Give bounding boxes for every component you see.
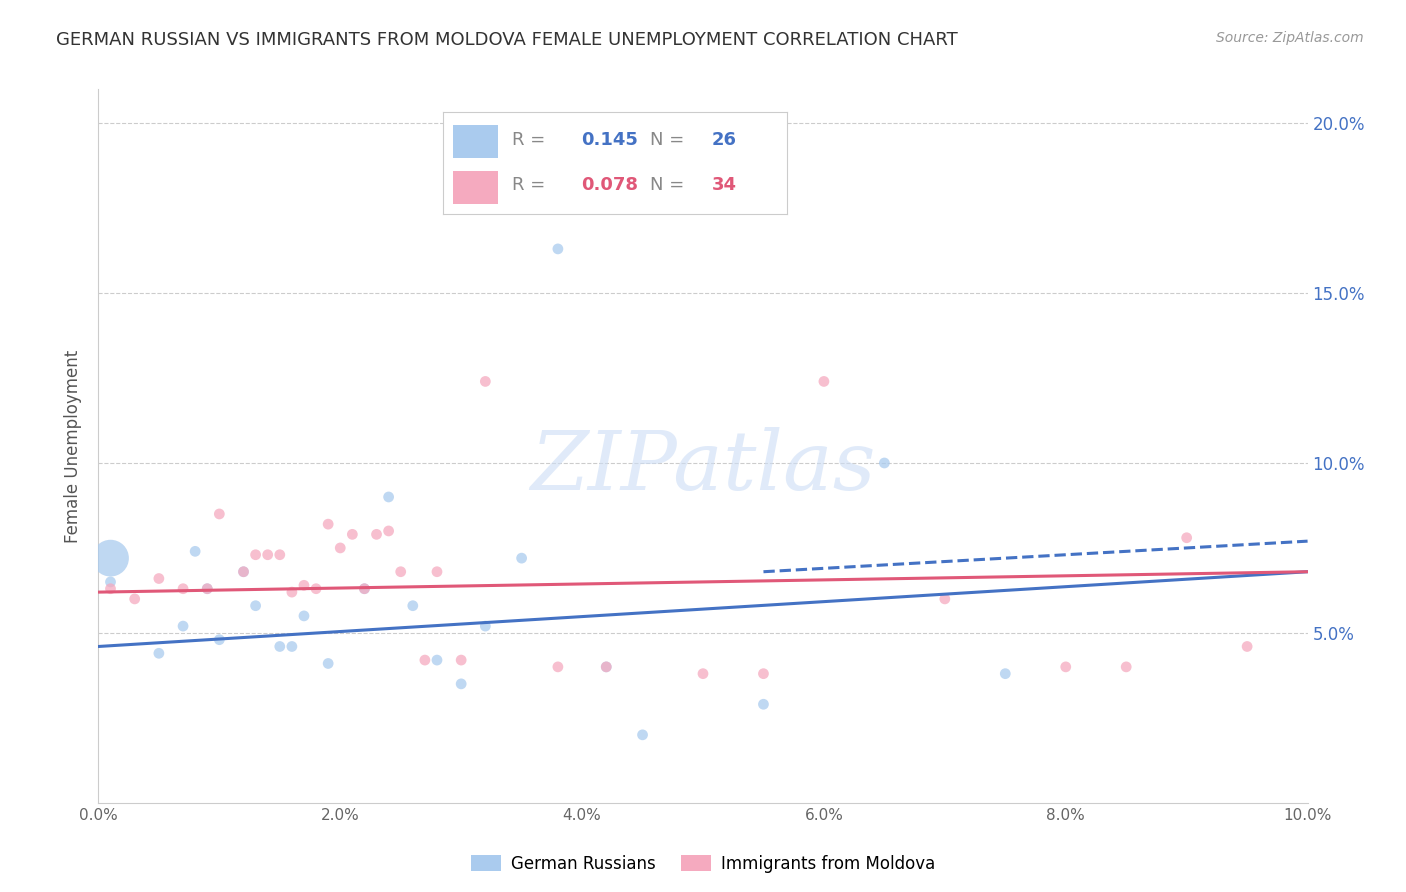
Point	[474, 375, 496, 389]
Text: R =: R =	[512, 177, 551, 194]
Point	[232, 565, 254, 579]
Point	[474, 619, 496, 633]
Text: 34: 34	[711, 177, 737, 194]
Point	[547, 660, 569, 674]
Point	[305, 582, 328, 596]
Point	[450, 677, 472, 691]
Point	[366, 527, 388, 541]
Text: ZIPatlas: ZIPatlas	[530, 427, 876, 508]
Point	[873, 456, 896, 470]
Point	[631, 728, 654, 742]
Point	[292, 578, 315, 592]
Point	[389, 565, 412, 579]
Point	[124, 591, 146, 606]
Point	[184, 544, 207, 558]
Legend: German Russians, Immigrants from Moldova: German Russians, Immigrants from Moldova	[464, 848, 942, 880]
Text: N =: N =	[650, 131, 689, 149]
Point	[172, 582, 194, 596]
Point	[148, 646, 170, 660]
Point	[353, 582, 375, 596]
Point	[281, 585, 304, 599]
Point	[172, 619, 194, 633]
Point	[994, 666, 1017, 681]
Text: N =: N =	[650, 177, 689, 194]
Point	[100, 551, 122, 566]
Point	[148, 572, 170, 586]
Point	[450, 653, 472, 667]
Point	[269, 640, 291, 654]
Point	[256, 548, 278, 562]
Point	[426, 565, 449, 579]
Text: 0.078: 0.078	[581, 177, 638, 194]
Point	[692, 666, 714, 681]
Text: 0.145: 0.145	[581, 131, 637, 149]
Bar	[453, 125, 498, 158]
Point	[1115, 660, 1137, 674]
Y-axis label: Female Unemployment: Female Unemployment	[65, 350, 83, 542]
Point	[195, 582, 218, 596]
Point	[1054, 660, 1077, 674]
Point	[208, 507, 231, 521]
Point	[232, 565, 254, 579]
Point	[353, 582, 375, 596]
Point	[377, 490, 399, 504]
Point	[377, 524, 399, 538]
Point	[329, 541, 352, 555]
Point	[342, 527, 364, 541]
Point	[752, 666, 775, 681]
Point	[292, 608, 315, 623]
Bar	[453, 171, 498, 204]
Point	[413, 653, 436, 667]
Point	[813, 375, 835, 389]
Text: Source: ZipAtlas.com: Source: ZipAtlas.com	[1216, 31, 1364, 45]
Point	[281, 640, 304, 654]
Point	[595, 660, 617, 674]
Point	[547, 242, 569, 256]
Point	[426, 653, 449, 667]
Point	[269, 548, 291, 562]
Point	[100, 574, 122, 589]
Point	[208, 632, 231, 647]
Point	[510, 551, 533, 566]
Point	[245, 599, 267, 613]
Point	[245, 548, 267, 562]
Point	[100, 582, 122, 596]
Point	[316, 657, 339, 671]
Point	[316, 517, 339, 532]
Text: R =: R =	[512, 131, 551, 149]
Point	[1175, 531, 1198, 545]
Text: 26: 26	[711, 131, 737, 149]
Point	[195, 582, 218, 596]
Point	[752, 698, 775, 712]
Point	[934, 591, 956, 606]
Point	[1236, 640, 1258, 654]
Point	[595, 660, 617, 674]
Point	[402, 599, 425, 613]
Text: GERMAN RUSSIAN VS IMMIGRANTS FROM MOLDOVA FEMALE UNEMPLOYMENT CORRELATION CHART: GERMAN RUSSIAN VS IMMIGRANTS FROM MOLDOV…	[56, 31, 957, 49]
